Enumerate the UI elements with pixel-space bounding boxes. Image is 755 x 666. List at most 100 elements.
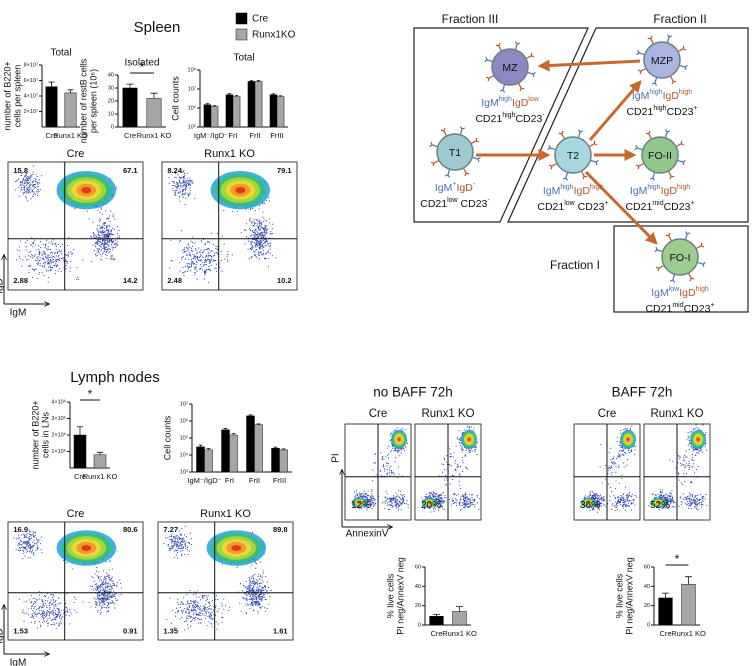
receptor <box>647 35 655 45</box>
receptor <box>517 82 525 92</box>
error-bar <box>249 80 254 82</box>
marker-name: IgM <box>481 97 499 109</box>
y-tick-label: 0 <box>647 622 650 628</box>
marker-name: IgD <box>574 185 591 197</box>
bar <box>73 434 87 469</box>
marker-level: mid <box>672 302 683 309</box>
error-bar <box>685 576 692 585</box>
error-bar <box>77 426 83 435</box>
marker-level: high <box>696 286 709 293</box>
bar <box>204 449 213 473</box>
marker-level: high <box>649 89 662 96</box>
error-bar <box>256 80 261 82</box>
bar <box>429 616 444 626</box>
error-bar <box>67 89 74 93</box>
density <box>235 186 246 194</box>
y-tick-label: 10⁴ <box>180 451 189 458</box>
y-tick-label: 10⁷ <box>188 85 196 92</box>
plot-title: Runx1 KO <box>421 408 474 420</box>
y-tick-label: 1×10⁶ <box>51 448 66 455</box>
cell <box>661 238 699 276</box>
significance: * <box>88 387 93 401</box>
receptor <box>495 42 503 52</box>
bar <box>146 98 162 128</box>
receptor <box>444 169 451 178</box>
marker-label: CD21highCD23- <box>475 112 545 125</box>
arrows <box>476 59 658 245</box>
bar <box>122 87 138 128</box>
y-tick-label: 2×10⁷ <box>24 108 38 115</box>
quadrant-value: 89.8 <box>273 525 288 534</box>
y-axis-label: Cell counts <box>170 76 180 121</box>
marker-level: low <box>669 286 680 293</box>
marker-name: CD23 <box>458 198 488 210</box>
error-bar <box>231 433 236 436</box>
marker-level: + <box>690 200 694 207</box>
quadrant-value: 67.1 <box>123 166 138 175</box>
receptor <box>665 232 673 242</box>
density <box>397 437 401 441</box>
cell-label: MZP <box>651 55 673 67</box>
marker-label: IgMhighIgDhigh <box>630 184 690 197</box>
receptor <box>651 77 658 86</box>
plot-title: Runx1 KO <box>204 148 255 160</box>
y-tick-label: 60 <box>415 564 421 570</box>
error-bar <box>456 606 463 612</box>
error-bar <box>248 414 253 416</box>
x-tick-label: FrII <box>249 476 260 485</box>
marker-label: IgMlowIgDhigh <box>651 286 709 299</box>
marker-name: CD21 <box>420 198 447 210</box>
bar <box>203 104 212 128</box>
receptor <box>580 170 588 180</box>
cell-label: T2 <box>567 150 579 162</box>
receptor <box>669 75 677 85</box>
bar <box>64 92 77 128</box>
marker-level: high <box>502 112 515 119</box>
bar <box>225 94 234 128</box>
quadrant-value: 1.53 <box>13 627 28 636</box>
receptor <box>655 264 665 272</box>
marker-name: CD23 <box>664 201 691 213</box>
chart-title: Total <box>233 53 254 64</box>
marker-level: - <box>487 197 490 204</box>
y-axis-label: % live cells <box>614 573 624 618</box>
bar <box>276 96 285 128</box>
y-tick-label: 40 <box>108 72 114 78</box>
plot-frame <box>157 521 294 641</box>
y-tick-label: 40 <box>415 584 421 590</box>
marker-name: IgM <box>543 185 561 197</box>
marker-name: CD23 <box>575 201 605 213</box>
bar <box>658 597 673 626</box>
cell <box>643 41 681 79</box>
y-axis-label: number of B220+ <box>30 400 40 469</box>
cell-label: FO-I <box>670 252 691 264</box>
marker-level: - <box>542 112 545 119</box>
receptor <box>637 67 647 75</box>
marker-label: IgMhighIgDhigh <box>632 89 692 102</box>
marker-name: IgM <box>630 185 648 197</box>
y-tick-label: 6×10⁷ <box>24 77 38 84</box>
marker-level: + <box>710 302 714 309</box>
y-axis-label: cells per spleen <box>12 65 22 128</box>
x-axis-label: AnnexinV <box>346 529 389 540</box>
fraction-label: Fraction III <box>442 12 499 26</box>
bar <box>247 81 256 128</box>
plot-title: Cre <box>67 148 85 160</box>
quadrant-value: 7.27 <box>163 525 178 534</box>
receptor <box>687 272 695 282</box>
plot-title: Cre <box>369 408 388 420</box>
marker-name: CD23 <box>684 303 711 315</box>
receptor <box>697 261 706 268</box>
plot-title: Runx1 KO <box>200 508 251 520</box>
legend-label: Runx1KO <box>252 30 296 41</box>
marker-label: CD21midCD23+ <box>645 302 714 315</box>
y-axis-label: % live cells <box>385 573 395 618</box>
marker-name: IgM <box>651 287 669 299</box>
marker-name: IgD <box>512 97 529 109</box>
y-tick-label: 0 <box>111 124 114 130</box>
bar <box>681 584 696 626</box>
receptor <box>667 170 675 180</box>
error-bar <box>223 428 228 430</box>
bar <box>254 81 263 128</box>
live-percent: 20% <box>421 500 441 511</box>
